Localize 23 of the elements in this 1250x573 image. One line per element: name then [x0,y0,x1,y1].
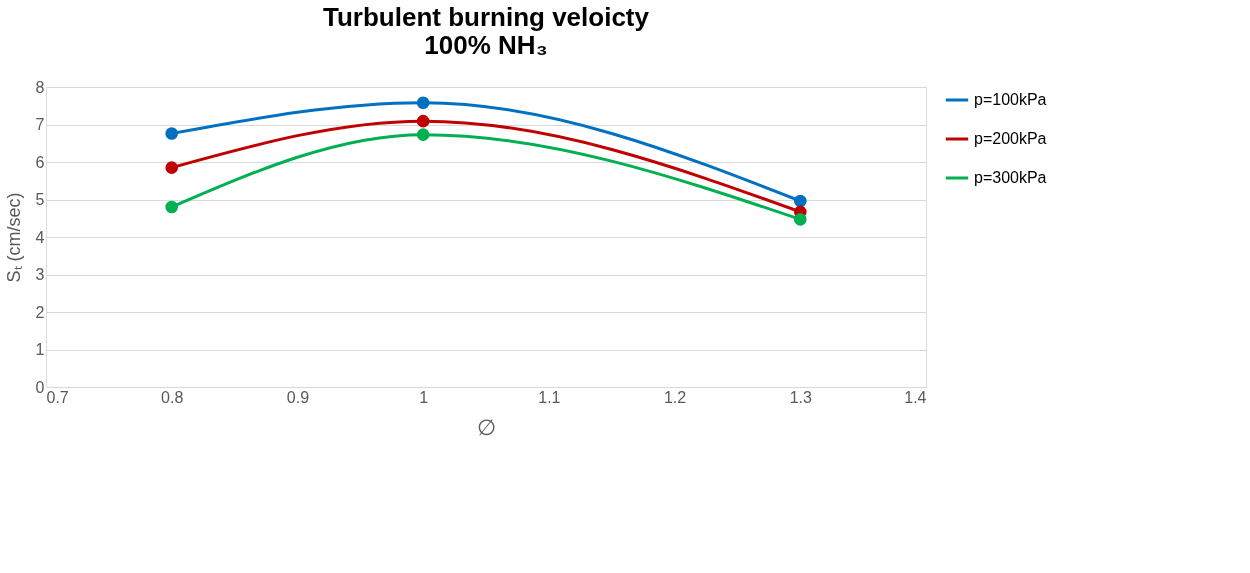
y-tick-label: 8 [35,78,45,96]
x-tick-label: 0.7 [46,388,69,406]
y-tick-label: 4 [35,228,45,246]
x-axis-title: ∅ [477,414,496,440]
y-tick-label: 5 [35,191,45,208]
y-tick-label: 6 [35,153,45,171]
y-tick-label: 0 [35,378,45,396]
x-tick-label: 1 [419,388,429,406]
y-axis-title: Sₜ (cm/sec) [3,192,24,283]
x-tick-label: 1.3 [789,388,812,406]
x-tick-label: 1.1 [538,388,561,406]
legend-label: p=200kPa [974,130,1047,147]
x-tick-label: 1.4 [904,388,927,406]
y-tick-label: 7 [35,116,45,133]
legend-label: p=100kPa [974,91,1047,108]
x-tick-label: 0.9 [286,388,310,406]
x-tick-label: 1.2 [663,388,687,406]
y-tick-label: 2 [35,303,45,321]
chart-title: Turbulent burning veloicty 100% NH₃ [323,2,650,60]
y-tick-label: 3 [35,266,45,283]
legend-label: p=300kPa [974,169,1047,186]
x-tick-label: 0.8 [161,388,184,406]
y-tick-label: 1 [35,341,45,358]
